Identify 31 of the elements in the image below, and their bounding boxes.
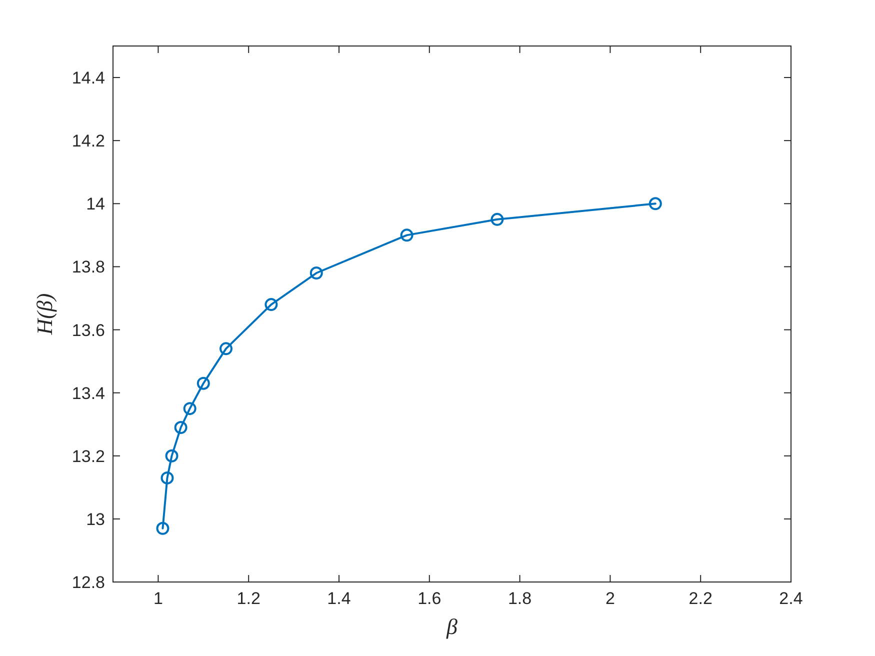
point <box>183 402 196 416</box>
x-tick-label: 1.8 <box>508 589 532 608</box>
y-tick-label: 13.4 <box>72 384 105 403</box>
y-tick-label: 13.2 <box>72 446 105 466</box>
point <box>400 228 414 242</box>
y-tick-label: 13 <box>86 510 105 529</box>
point <box>174 421 188 434</box>
x-tick-label: 1 <box>153 589 163 608</box>
point <box>648 197 662 210</box>
point <box>310 266 323 280</box>
x-tick-label: 2.4 <box>779 589 803 608</box>
y-tick-label: 14.2 <box>72 132 105 151</box>
point <box>165 449 178 462</box>
x-tick-label: 2.2 <box>688 589 712 608</box>
x-tick-label: 1.2 <box>236 589 260 608</box>
x-axis-title: β <box>446 614 458 639</box>
y-tick-label: 13.8 <box>72 258 105 277</box>
y-tick-label: 13.6 <box>72 320 105 340</box>
y-tick-label: 14.4 <box>72 68 105 88</box>
x-tick-label: 2 <box>605 589 615 608</box>
x-tick-label: 1.4 <box>327 589 351 608</box>
point <box>490 212 504 226</box>
point <box>196 376 210 390</box>
point <box>264 298 278 312</box>
x-tick-label: 1.6 <box>418 589 442 608</box>
y-tick-label: 14 <box>86 194 105 214</box>
y-axis-title: H(β) <box>32 293 57 336</box>
point <box>160 471 174 484</box>
point <box>220 342 232 356</box>
point <box>156 522 170 535</box>
y-tick-label: 12.8 <box>72 573 105 592</box>
